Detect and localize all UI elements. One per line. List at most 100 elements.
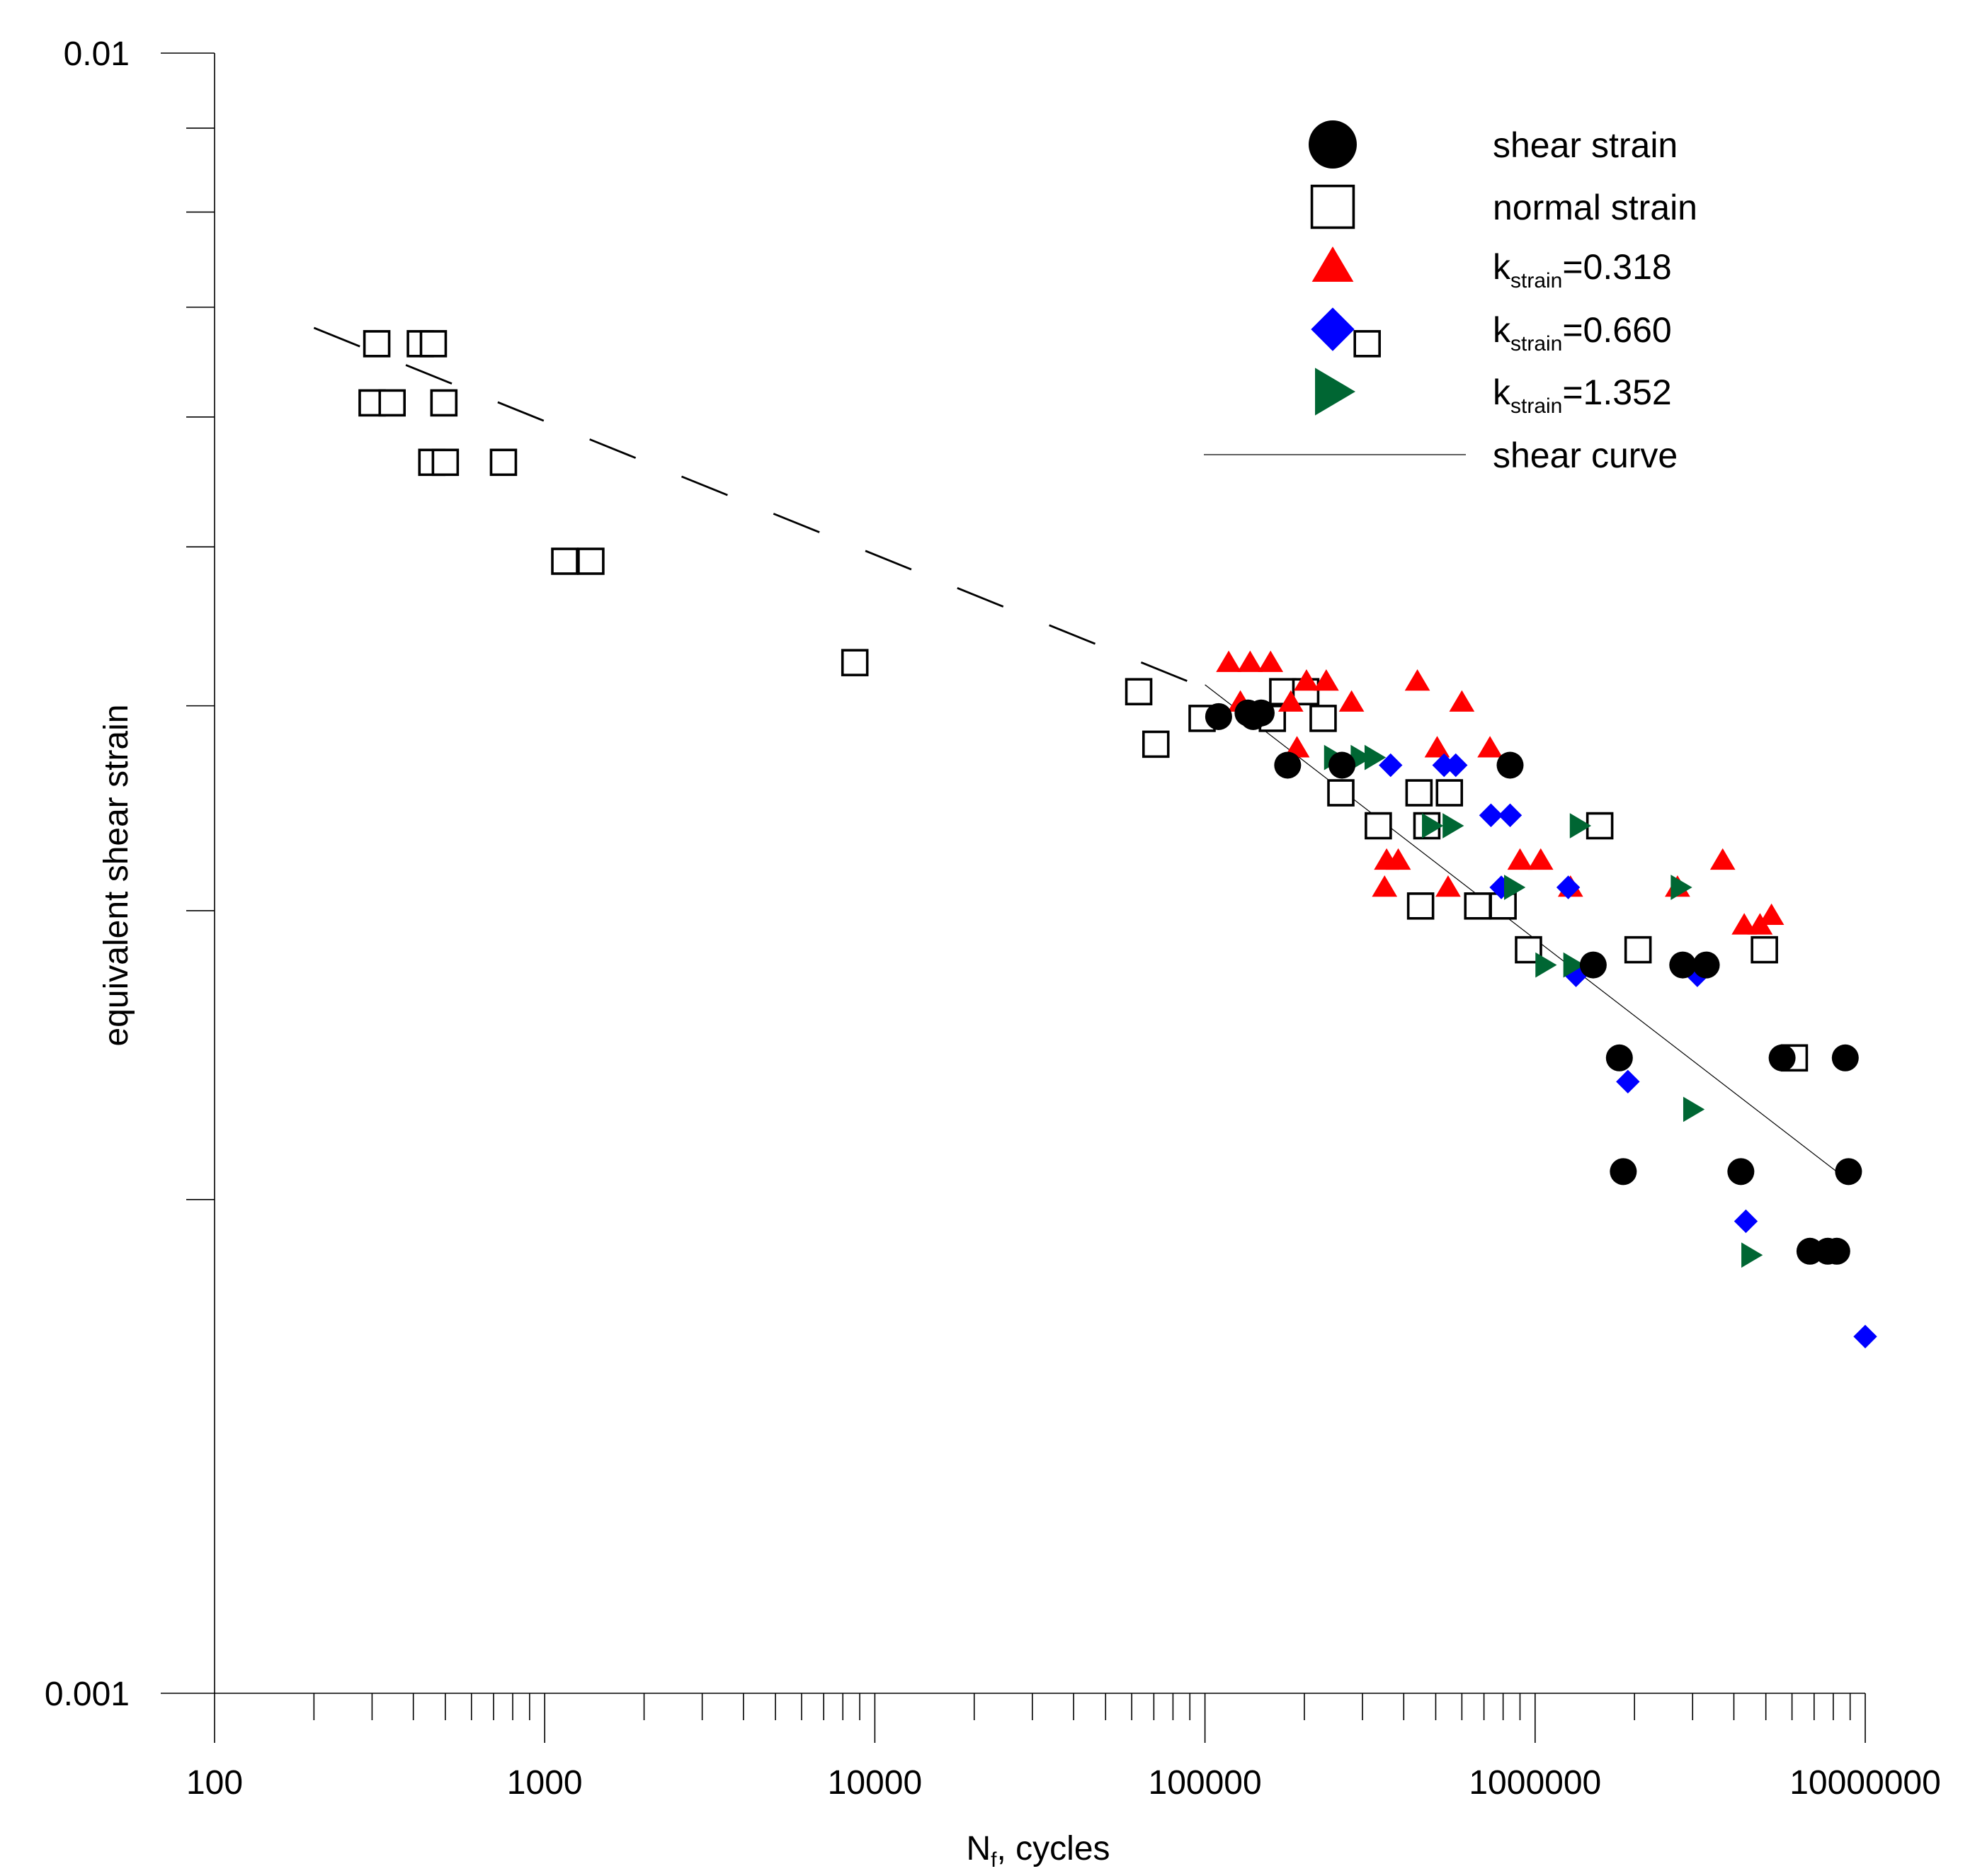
- x-axis-title-rest: , cycles: [996, 1830, 1110, 1868]
- k1352-point: [1422, 813, 1444, 838]
- k318-point: [1385, 848, 1411, 870]
- legend-swatch-k318: [1311, 246, 1354, 282]
- k318-point: [1294, 669, 1319, 691]
- k318-point: [1258, 650, 1284, 672]
- shear-point: [1205, 703, 1232, 730]
- k318-point: [1435, 875, 1461, 897]
- shear-point: [1831, 1044, 1859, 1071]
- k318-point: [1404, 669, 1430, 691]
- normal-point: [551, 547, 579, 575]
- x-tick-label: 100: [186, 1764, 243, 1802]
- series-shear: [1205, 699, 1862, 1265]
- normal-point: [363, 330, 391, 358]
- normal-point: [1405, 779, 1433, 807]
- data-points: [358, 330, 1877, 1349]
- legend-label-k318: kstrain=0.318: [1493, 247, 1672, 292]
- k318-point: [1758, 903, 1785, 925]
- normal-point: [841, 649, 869, 676]
- normal-point: [430, 389, 458, 417]
- x-axis-title-sub: f: [991, 1848, 997, 1872]
- normal-point: [1435, 779, 1464, 807]
- legend-label-curve: shear curve: [1493, 436, 1678, 475]
- x-tick-label: 1000: [507, 1764, 583, 1802]
- normal-point: [1125, 678, 1153, 705]
- y-axis-ticks: 0.01 0.001: [45, 35, 215, 1713]
- x-axis-title: Nf, cycles: [966, 1830, 1110, 1872]
- legend-label-k660: kstrain=0.660: [1493, 310, 1672, 356]
- normal-point: [489, 448, 518, 477]
- k1352-point: [1350, 744, 1372, 771]
- shear-point: [1579, 951, 1607, 979]
- shear-curve-line: [1205, 684, 1851, 1183]
- shear-point: [1823, 1237, 1850, 1265]
- shear-point: [1610, 1158, 1637, 1186]
- shear-point: [1692, 951, 1720, 979]
- x-axis-ticks: 100 1000 10000 100000 1000000 10000000: [186, 1693, 1941, 1802]
- legend-label-normal: normal strain: [1493, 188, 1697, 227]
- normal-point: [378, 389, 406, 417]
- shear-point: [1247, 699, 1275, 727]
- k318-point: [1709, 848, 1736, 870]
- axes: 100 1000 10000 100000 1000000 10000000 0.010.…: [45, 35, 1941, 1802]
- series-normal: [358, 330, 1809, 1072]
- legend-label-shear: shear strain: [1493, 125, 1678, 165]
- shear-point: [1669, 951, 1697, 979]
- legend-swatch-k1352: [1315, 368, 1355, 416]
- series-k660: [1379, 753, 1877, 1349]
- shear-point: [1274, 751, 1302, 779]
- x-tick-label: 10000000: [1789, 1764, 1941, 1802]
- legend-item-normal: normal strain: [1310, 184, 1697, 229]
- k660-point: [1379, 753, 1403, 778]
- series-k1352: [1324, 744, 1763, 1268]
- normal-point: [1309, 705, 1337, 732]
- k1352-point: [1569, 813, 1592, 838]
- legend-swatch-normal: [1310, 184, 1355, 229]
- normal-point: [419, 330, 448, 358]
- normal-point: [1327, 779, 1355, 807]
- k1352-point: [1671, 875, 1692, 900]
- legend-item-k318: kstrain=0.318: [1311, 246, 1672, 292]
- k318-point: [1284, 736, 1310, 758]
- legend-label-k1352: kstrain=1.352: [1493, 373, 1672, 418]
- k318-point: [1477, 736, 1503, 758]
- legend-swatch-shear: [1309, 120, 1357, 169]
- fit-lines: [313, 326, 1851, 1183]
- k660-point: [1556, 875, 1581, 899]
- k660-point: [1444, 753, 1468, 778]
- k318-point: [1216, 650, 1241, 672]
- normal-point: [1751, 936, 1778, 964]
- k660-point: [1498, 803, 1522, 827]
- shear-point: [1727, 1158, 1755, 1186]
- x-axis-title-main: N: [966, 1830, 991, 1868]
- k318-point: [1277, 690, 1304, 712]
- k1352-point: [1442, 813, 1464, 838]
- k1352-point: [1563, 952, 1585, 978]
- normal-point: [1406, 892, 1435, 920]
- k660-point: [1479, 803, 1503, 827]
- k318-point: [1372, 875, 1398, 897]
- normal-point: [1464, 892, 1491, 920]
- legend-swatch-k660: [1311, 307, 1355, 351]
- k660-point: [1853, 1324, 1877, 1349]
- shear-point: [1835, 1158, 1862, 1186]
- normal-point: [1586, 812, 1614, 840]
- k318-point: [1527, 848, 1554, 870]
- k1352-point: [1683, 1096, 1705, 1122]
- normal-point: [1624, 936, 1652, 964]
- k1352-point: [1741, 1242, 1763, 1268]
- legend-item-k660: kstrain=0.660: [1311, 307, 1672, 356]
- y-tick-label: 0.01: [64, 35, 130, 73]
- normal-point: [431, 448, 460, 477]
- shear-point: [1496, 751, 1524, 779]
- legend-item-k1352: kstrain=1.352: [1315, 368, 1672, 418]
- k318-point: [1237, 650, 1263, 672]
- legend-item-curve: shear curve: [1204, 436, 1678, 475]
- normal-point: [1353, 330, 1381, 358]
- k318-point: [1424, 736, 1450, 758]
- k1352-point: [1535, 952, 1557, 978]
- normal-point: [577, 547, 605, 575]
- x-tick-label: 1000000: [1469, 1764, 1601, 1802]
- legend: shear strain normal strain kstrain=0.318 ks…: [1204, 120, 1697, 475]
- shear-point: [1768, 1044, 1796, 1071]
